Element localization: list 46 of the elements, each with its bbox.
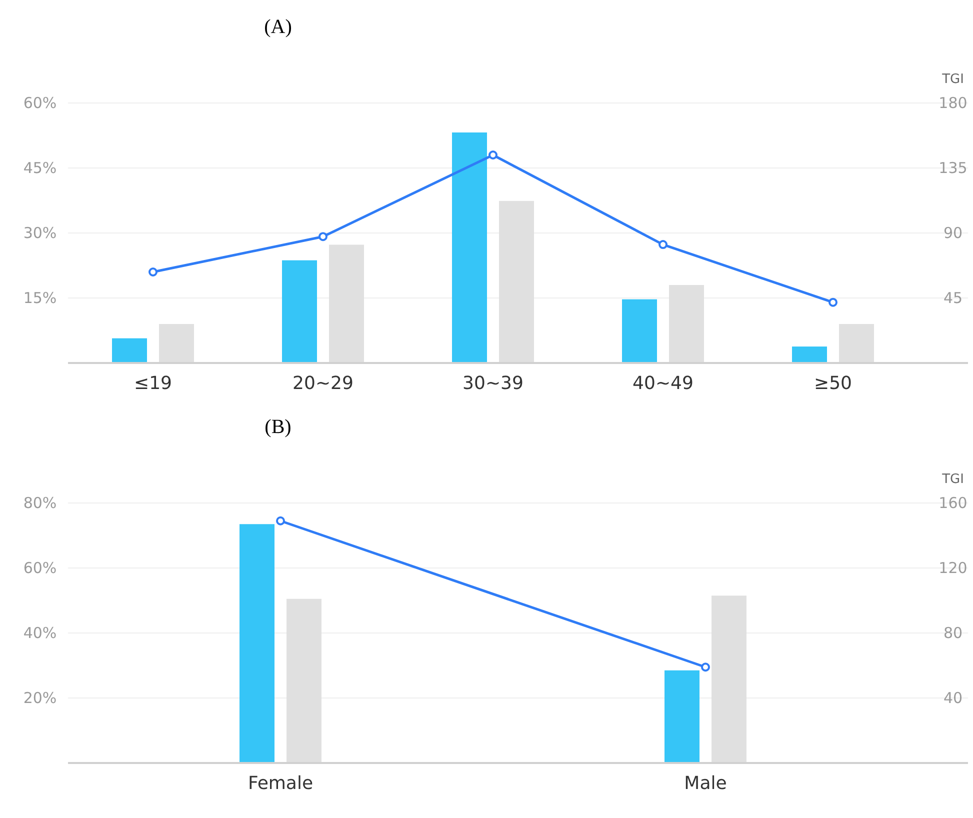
chart-title: (A)	[264, 16, 292, 38]
y2-tick-label: 180	[938, 94, 968, 112]
point	[318, 232, 328, 242]
y-tick-label: 15%	[23, 289, 57, 307]
bar	[839, 324, 874, 363]
x-tick-label: Female	[248, 773, 314, 794]
point	[828, 298, 838, 307]
x-tick-label: Male	[684, 773, 727, 794]
y2-axis-title: TGI	[941, 72, 964, 87]
bar	[712, 596, 746, 763]
y2-tick-label: 160	[938, 494, 968, 512]
y-tick-label: 45%	[23, 159, 57, 177]
y2-tick-label: 135	[938, 159, 968, 177]
bar	[282, 260, 317, 363]
chart-title: (B)	[264, 416, 292, 438]
y-tick-label: 20%	[23, 689, 57, 707]
x-tick-label: 20~29	[292, 373, 354, 394]
x-tick-label: 40~49	[632, 373, 694, 394]
y-tick-label: 60%	[23, 94, 57, 112]
y-tick-label: 40%	[23, 624, 57, 642]
bar	[329, 244, 364, 363]
bar	[622, 299, 657, 363]
y2-tick-label: 120	[938, 559, 968, 577]
point	[148, 268, 158, 276]
bar	[669, 285, 704, 363]
y2-tick-label: 90	[943, 224, 963, 242]
y2-tick-label: 80	[943, 624, 963, 642]
y2-axis-title: TGI	[941, 472, 964, 487]
bar	[240, 524, 274, 763]
y2-tick-label: 40	[943, 689, 963, 707]
point	[658, 240, 668, 250]
x-tick-label: ≥50	[814, 373, 852, 394]
bar	[159, 324, 194, 363]
bar	[452, 132, 487, 363]
bar	[112, 338, 147, 363]
bar	[499, 200, 534, 363]
y-tick-label: 60%	[23, 559, 57, 577]
y-tick-label: 80%	[23, 494, 57, 512]
bar	[286, 598, 322, 763]
x-tick-label: 30~39	[462, 373, 524, 394]
y2-tick-label: 45	[943, 289, 963, 307]
x-tick-label: ≤19	[134, 373, 172, 394]
bar	[664, 670, 700, 763]
bar	[792, 346, 827, 363]
point	[488, 150, 498, 160]
y-tick-label: 30%	[23, 224, 57, 242]
